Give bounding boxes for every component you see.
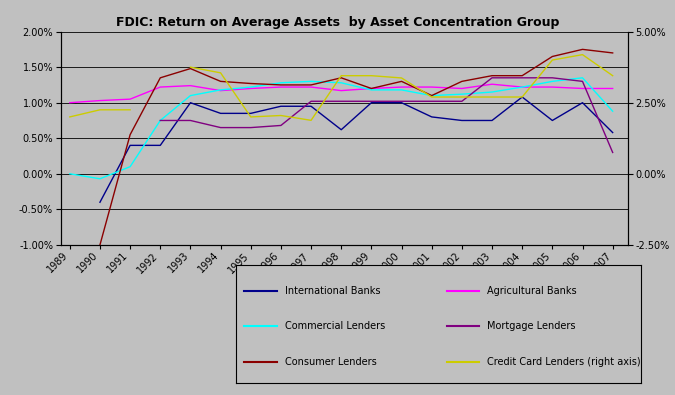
Text: Mortgage Lenders: Mortgage Lenders xyxy=(487,321,576,331)
Text: International Banks: International Banks xyxy=(285,286,380,296)
Text: Commercial Lenders: Commercial Lenders xyxy=(285,321,385,331)
Text: Credit Card Lenders (right axis): Credit Card Lenders (right axis) xyxy=(487,357,641,367)
Text: Consumer Lenders: Consumer Lenders xyxy=(285,357,377,367)
Text: Agricultural Banks: Agricultural Banks xyxy=(487,286,577,296)
Text: FDIC: Return on Average Assets  by Asset Concentration Group: FDIC: Return on Average Assets by Asset … xyxy=(116,16,559,29)
